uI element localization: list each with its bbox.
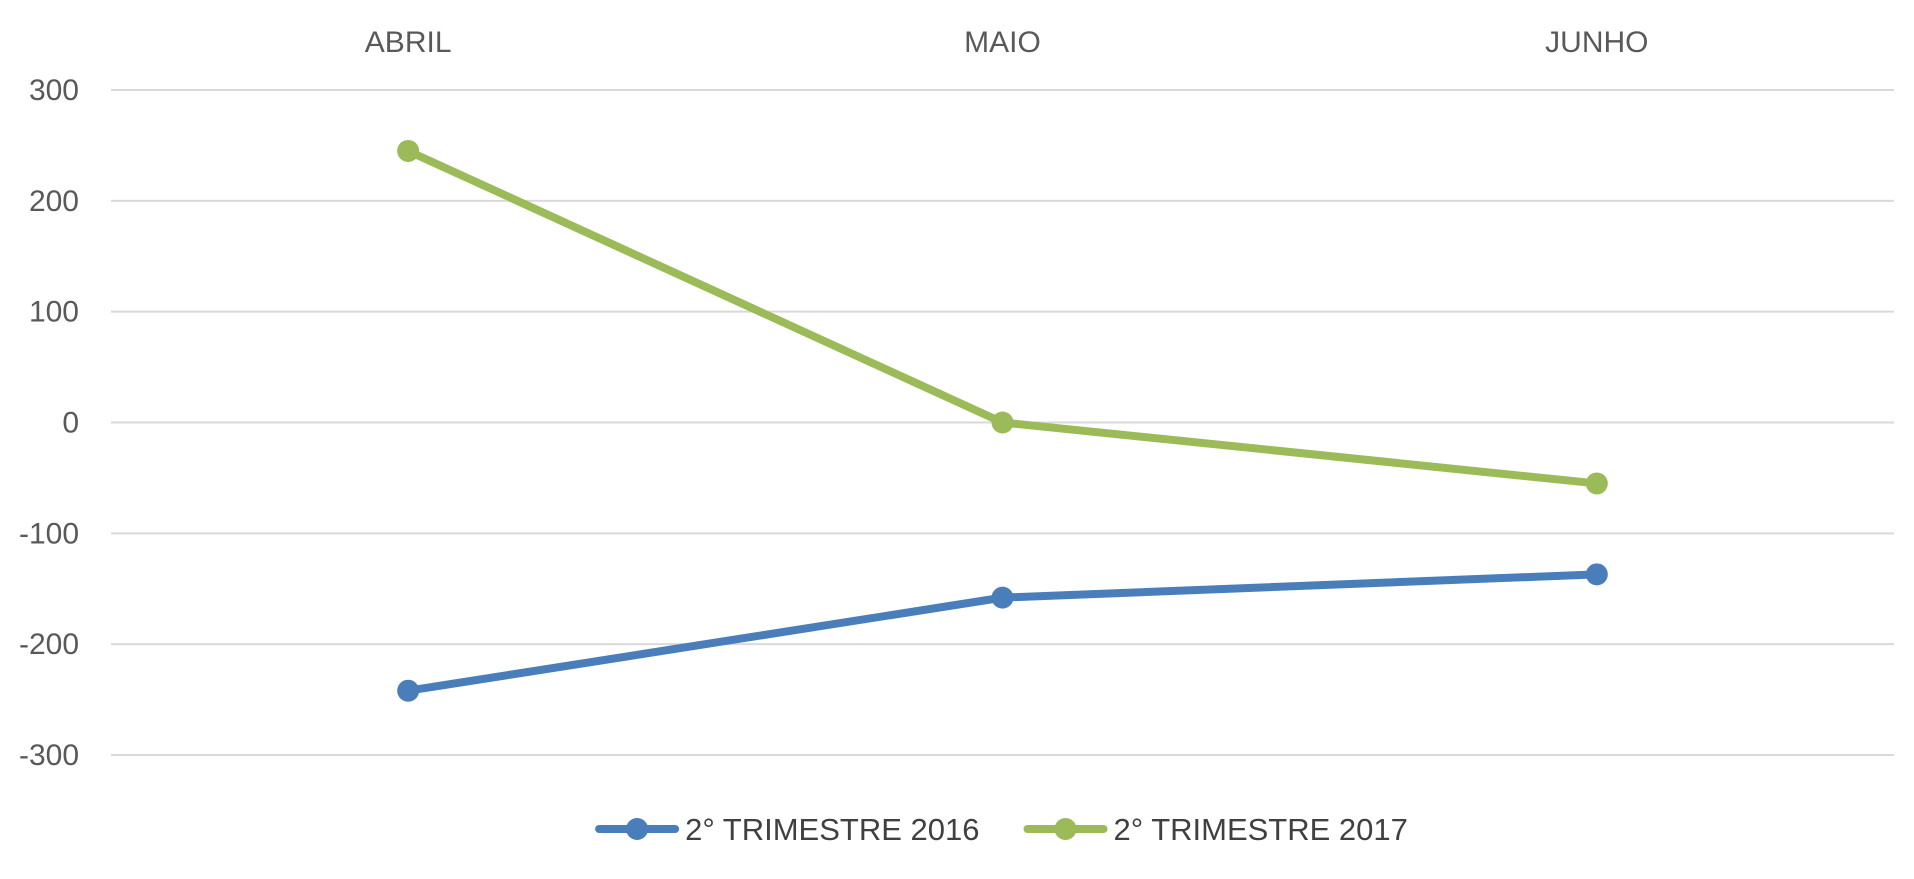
series-points [397,139,1608,702]
x-category-label: ABRIL [365,26,452,59]
gridlines [111,89,1894,756]
y-tick-label: 300 [29,74,79,107]
data-point [1585,472,1608,495]
data-point [991,586,1014,609]
legend-label: 2° TRIMESTRE 2016 [685,812,979,847]
y-tick-label: 0 [62,407,79,440]
y-tick-label: -100 [19,517,79,550]
data-point [397,679,420,702]
legend-item: 2° TRIMESTRE 2017 [1023,812,1408,847]
y-tick-label: 100 [29,296,79,329]
y-tick-label: 200 [29,185,79,218]
y-axis-tick-labels: 300 200 100 0 -100 -200 -300 [19,74,79,772]
y-tick-label: -300 [19,739,79,772]
x-category-label: MAIO [964,26,1041,59]
y-tick-label: -200 [19,628,79,661]
data-point [397,139,420,162]
x-category-label: JUNHO [1545,26,1648,59]
legend-marker [626,818,649,840]
legend-item: 2° TRIMESTRE 2016 [595,812,979,847]
x-axis-category-labels: ABRIL MAIO JUNHO [365,26,1649,59]
legend-marker [1054,818,1077,840]
data-point [1585,563,1608,586]
legend: 2° TRIMESTRE 2016 2° TRIMESTRE 2017 [595,812,1408,847]
legend-label: 2° TRIMESTRE 2017 [1114,812,1408,847]
data-point [991,411,1014,434]
